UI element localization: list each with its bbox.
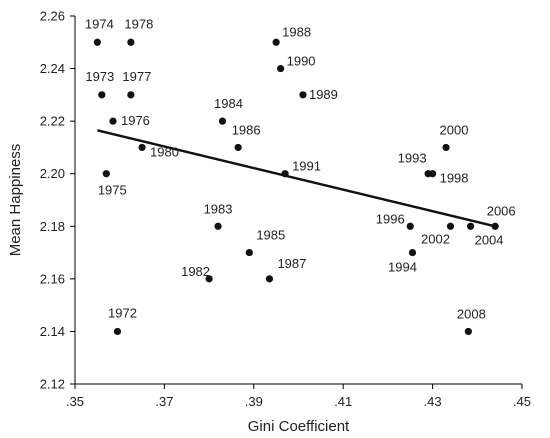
data-point-label: 1998 [440, 171, 469, 186]
axes: .35 .37 .39 .41 .43 .45 2.12 2.14 2.16 2.18 2.20 2.… [40, 9, 531, 410]
y-tick-label: 2.18 [40, 219, 65, 234]
data-point [446, 222, 455, 230]
data-point-label: 1994 [388, 260, 417, 275]
data-point-label: 1987 [277, 256, 306, 271]
data-point [102, 170, 110, 178]
x-tick-label: .35 [66, 394, 84, 409]
data-point-label: 1984 [214, 96, 243, 111]
data-point-label: 1985 [256, 228, 285, 243]
data-point [429, 170, 437, 178]
data-point [113, 327, 122, 336]
y-tick-label: 2.24 [40, 61, 65, 76]
data-point-label: 2000 [440, 122, 469, 137]
data-point-label: 1983 [204, 201, 233, 216]
data-point [442, 143, 450, 152]
data-point-label: 1980 [150, 144, 179, 159]
data-point [406, 222, 414, 230]
data-point-label: 1988 [282, 24, 311, 39]
labels-layer: 1974 1978 1973 1977 1976 1980 1975 1972 1984 1986… [85, 16, 516, 321]
data-point-label: 1975 [98, 183, 127, 198]
data-point-label: 1977 [122, 69, 151, 84]
data-point [277, 64, 285, 73]
data-point [138, 143, 146, 152]
points-layer [93, 38, 499, 336]
x-tick-label: .43 [424, 394, 442, 409]
data-point [491, 222, 499, 230]
trend-layer [97, 129, 496, 228]
y-tick-label: 2.16 [40, 271, 65, 286]
trend-line [97, 129, 496, 228]
x-tick-label: .41 [334, 394, 352, 409]
data-point [466, 222, 475, 230]
data-point-label: 1991 [292, 159, 321, 174]
data-point-label: 1974 [85, 16, 114, 31]
data-point [127, 38, 135, 46]
y-tick-label: 2.26 [40, 9, 65, 24]
data-point [408, 248, 417, 257]
data-point [265, 275, 274, 283]
data-point-label: 1996 [376, 211, 405, 226]
data-point-label: 2002 [421, 231, 450, 246]
data-point [205, 275, 213, 283]
data-point [299, 91, 307, 99]
data-point [281, 170, 289, 178]
data-point [218, 117, 227, 125]
data-point [109, 117, 117, 125]
x-axis-title: Gini Coefficient [248, 418, 350, 435]
y-tick-label: 2.14 [40, 324, 65, 339]
data-point-label: 1989 [309, 87, 338, 102]
x-tick-label: .39 [245, 394, 263, 409]
data-point-label: 1976 [121, 113, 150, 128]
y-tick-label: 2.12 [40, 377, 65, 392]
data-point-label: 1990 [287, 54, 316, 69]
x-tick-label: .45 [513, 394, 531, 409]
data-point-label: 2008 [457, 306, 486, 321]
data-point [98, 91, 106, 99]
data-point [464, 327, 472, 336]
y-tick-label: 2.22 [40, 114, 65, 129]
data-point [93, 38, 101, 46]
data-point [234, 143, 242, 152]
data-point-label: 1972 [108, 305, 137, 320]
data-point-label: 2004 [475, 232, 504, 247]
data-point-label: 1978 [124, 16, 153, 31]
y-tick-label: 2.20 [40, 166, 65, 181]
data-point-label: 1986 [232, 122, 261, 137]
y-axis-title: Mean Happiness [7, 144, 24, 257]
data-point [245, 248, 253, 257]
data-point [127, 91, 135, 99]
data-point-label: 1973 [85, 69, 114, 84]
data-point-label: 1993 [398, 151, 427, 166]
data-point-label: 2006 [487, 203, 516, 218]
data-point [214, 222, 222, 230]
data-point [272, 38, 280, 46]
x-tick-label: .37 [155, 394, 173, 409]
data-point-label: 1982 [181, 264, 210, 279]
